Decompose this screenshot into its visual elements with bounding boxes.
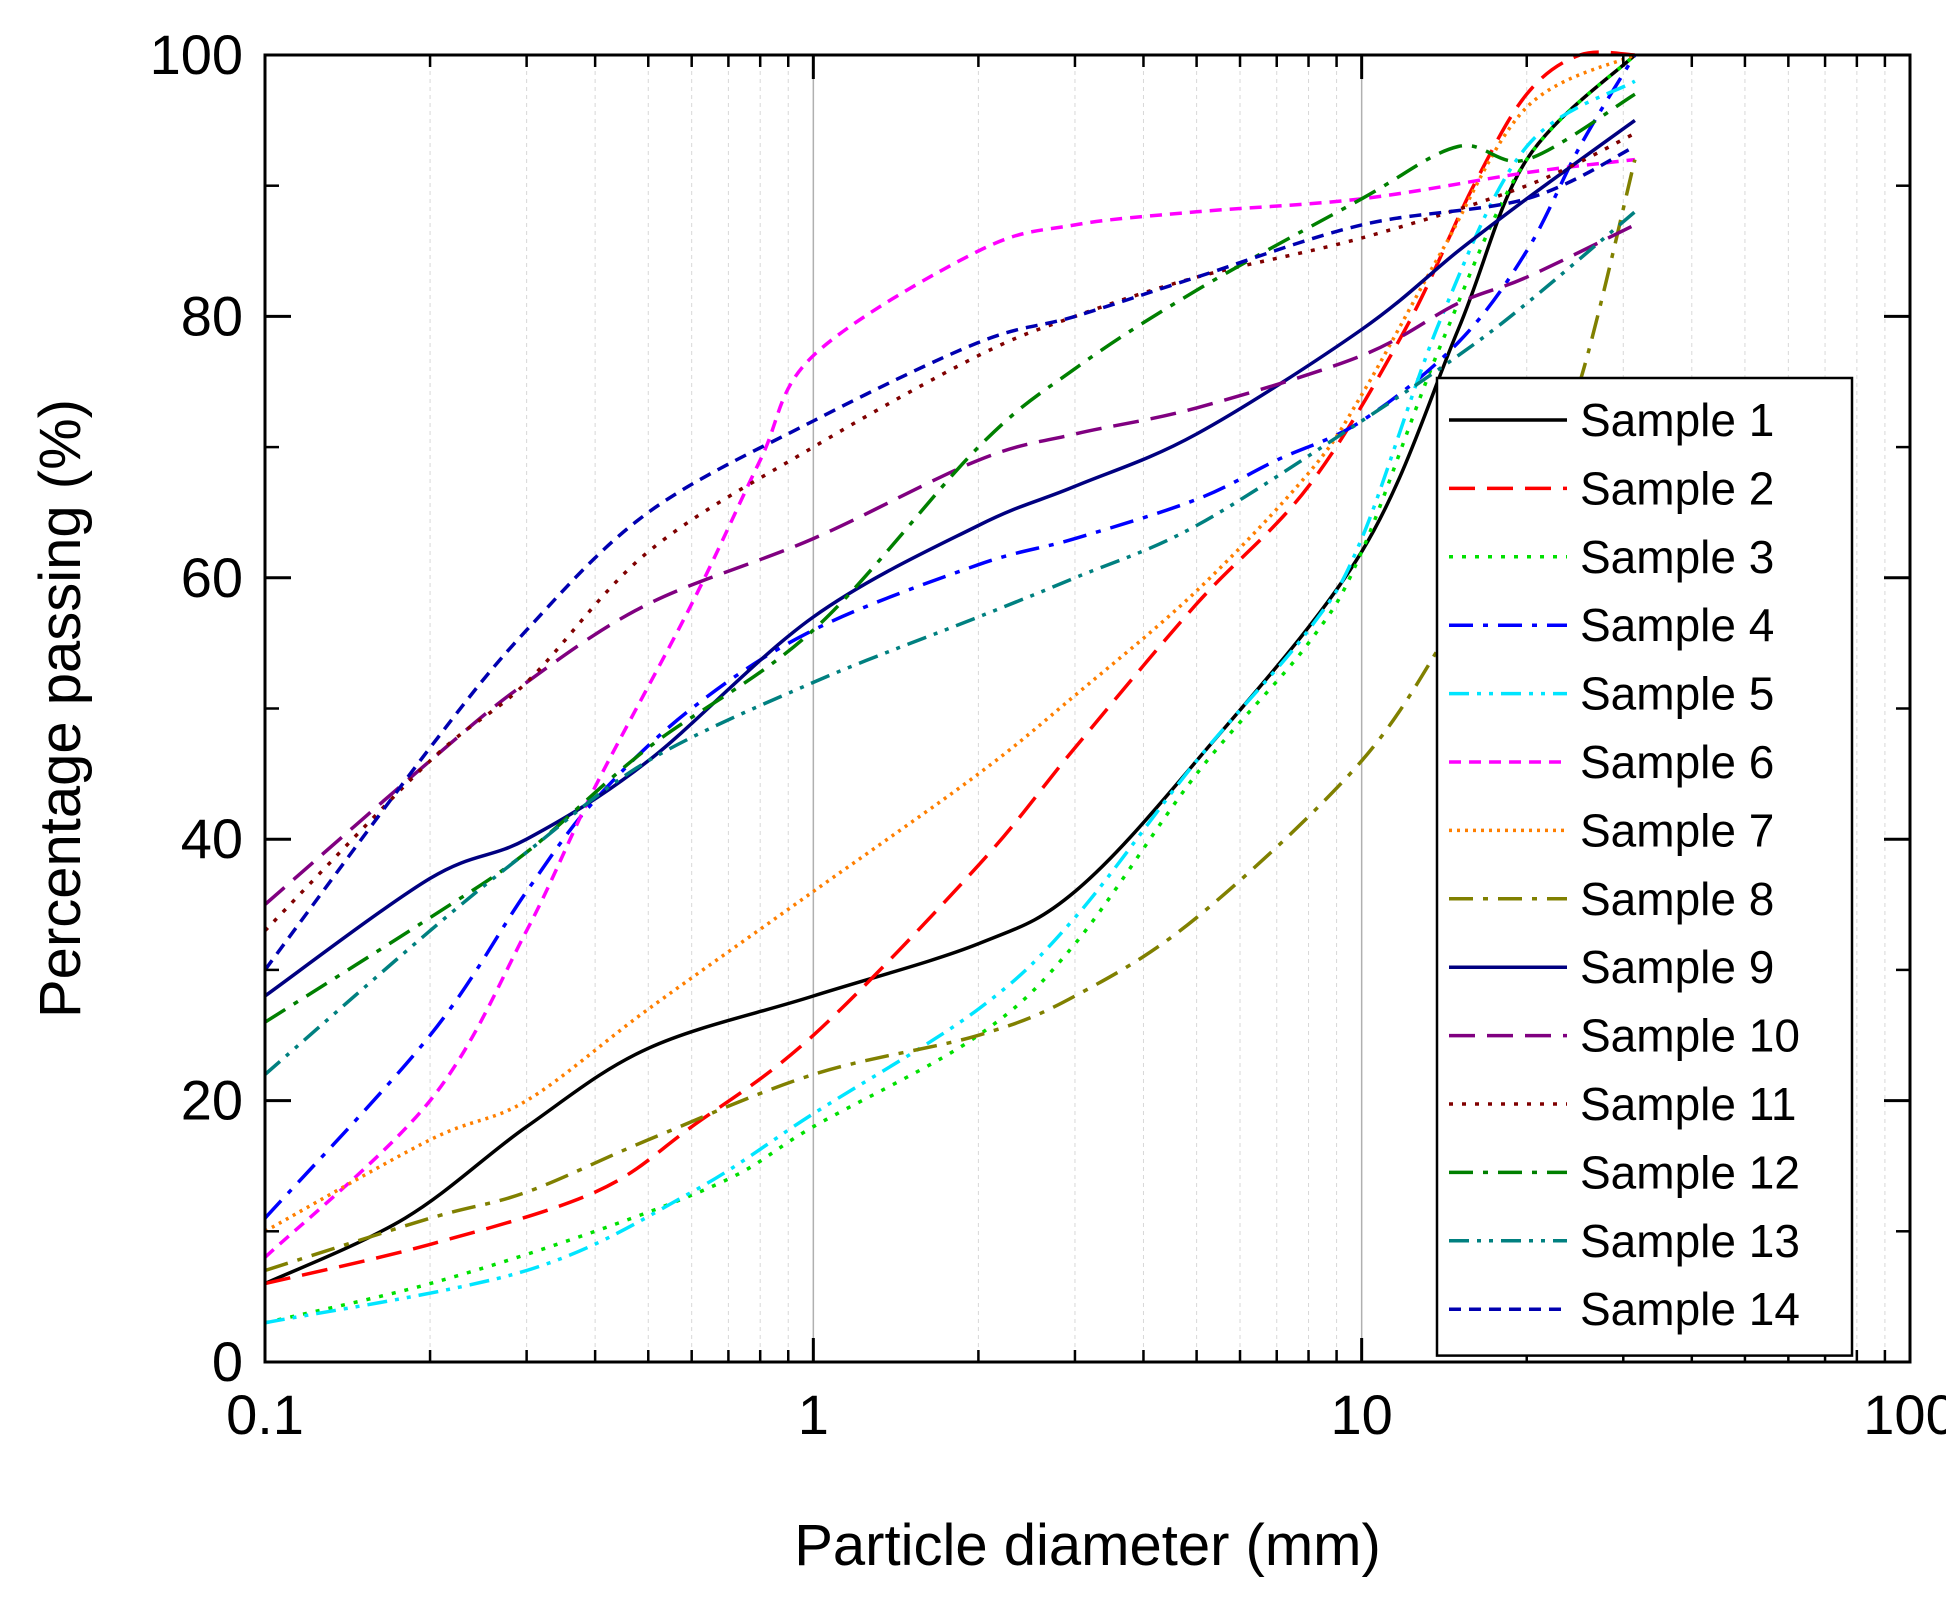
legend-box <box>1435 376 1854 1357</box>
y-tick-label: 40 <box>181 807 243 870</box>
y-axis-title: Percentage passing (%) <box>28 399 93 1018</box>
series-line-1 <box>264 53 1637 1286</box>
y-tick-label: 100 <box>150 23 243 86</box>
legend-label-14: Sample 14 <box>1580 1283 1800 1335</box>
series-line-6 <box>263 157 1636 1259</box>
legend-label-12: Sample 12 <box>1580 1146 1800 1198</box>
legend-label-6: Sample 6 <box>1580 736 1774 788</box>
series-line-9 <box>263 118 1636 998</box>
y-tick-label: 80 <box>181 284 243 347</box>
legend-label-11: Sample 11 <box>1580 1078 1797 1130</box>
legend-label-3: Sample 3 <box>1580 531 1774 583</box>
x-tick-label: 100 <box>1863 1383 1946 1446</box>
series-line-10 <box>263 223 1636 906</box>
x-tick-label: 0.1 <box>226 1383 304 1446</box>
legend: Sample 1 Sample 2 Sample 3 Sample 4 Sample 5… <box>1435 376 1854 1357</box>
y-tick-label: 60 <box>181 546 243 609</box>
x-axis-title: Particle diameter (mm) <box>794 1513 1381 1578</box>
legend-label-10: Sample 10 <box>1580 1010 1800 1062</box>
series-line-13 <box>263 210 1637 1076</box>
legend-label-13: Sample 13 <box>1580 1215 1800 1267</box>
series-line-4 <box>263 54 1637 1220</box>
axis-ticks: 0.1 1 10 100 0 20 40 60 80 100 <box>150 23 1946 1446</box>
legend-label-8: Sample 8 <box>1580 873 1774 925</box>
x-tick-label: 10 <box>1331 1383 1393 1446</box>
series-line-5 <box>264 79 1636 1325</box>
y-tick-label: 20 <box>181 1069 243 1132</box>
series-line-3 <box>264 53 1637 1325</box>
legend-label-9: Sample 9 <box>1580 941 1774 993</box>
series-line-12 <box>264 92 1636 1024</box>
legend-label-2: Sample 2 <box>1580 462 1774 514</box>
legend-label-5: Sample 5 <box>1580 668 1774 720</box>
data-series <box>263 50 1637 1325</box>
series-line-14 <box>263 144 1636 971</box>
legend-label-1: Sample 1 <box>1580 394 1774 446</box>
series-line-2 <box>264 50 1635 1286</box>
y-tick-label: 0 <box>212 1330 243 1393</box>
legend-label-7: Sample 7 <box>1580 804 1774 856</box>
x-tick-label: 1 <box>798 1383 829 1446</box>
legend-label-4: Sample 4 <box>1580 599 1774 651</box>
